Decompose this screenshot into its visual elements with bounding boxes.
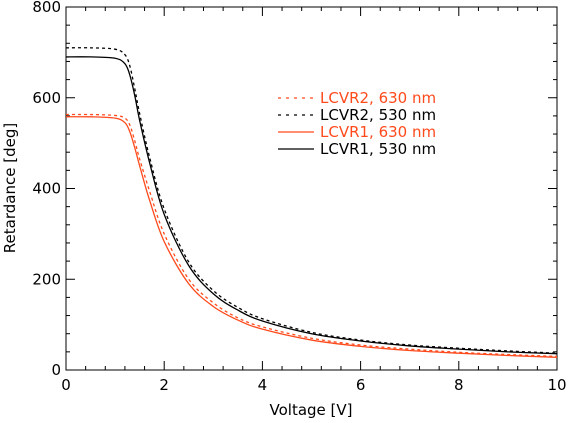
legend-label: LCVR2, 630 nm	[320, 89, 436, 107]
y-tick-label: 600	[32, 89, 61, 107]
y-tick-label: 800	[32, 0, 61, 16]
x-tick-label: 10	[547, 376, 566, 394]
x-tick-label: 6	[356, 376, 366, 394]
y-axis-label: Retardance [deg]	[1, 123, 19, 253]
series-group	[65, 47, 558, 358]
axis-ticks	[65, 6, 558, 371]
x-tick-label: 2	[159, 376, 169, 394]
legend-label: LCVR1, 530 nm	[320, 140, 436, 158]
x-tick-label: 4	[258, 376, 268, 394]
legend-label: LCVR2, 530 nm	[320, 106, 436, 124]
x-tick-label: 8	[454, 376, 464, 394]
tick-labels: 0 2 4 6 8 10 0 200 400 600 800	[32, 0, 566, 394]
series-line-1	[65, 113, 558, 358]
plot-frame	[65, 6, 558, 371]
series-line-4	[65, 56, 558, 355]
y-tick-label: 400	[32, 180, 61, 198]
y-tick-label: 0	[51, 361, 61, 379]
x-tick-label: 0	[61, 376, 71, 394]
legend-label: LCVR1, 630 nm	[320, 123, 436, 141]
x-axis-label: Voltage [V]	[270, 401, 353, 419]
series-line-3	[65, 116, 558, 358]
y-tick-label: 200	[32, 270, 61, 288]
series-line-2	[65, 47, 558, 354]
